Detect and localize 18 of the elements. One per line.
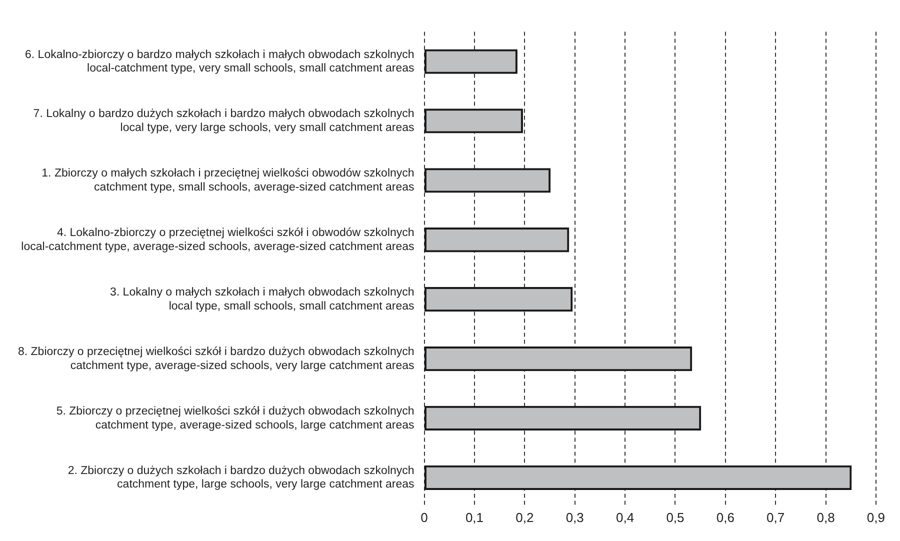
y-tick-label: 3. Lokalny o małych szkołach i małych obwodach szkolnych local type, small schools, small catchment areas [110, 286, 415, 312]
x-tick-label: 0,5 [666, 510, 684, 525]
x-tick-label: 0,2 [516, 510, 534, 525]
y-tick-label: 5. Zbiorczy o przeciętnej wielkości szkół i dużych obwodach szkolnych catchment type, average-sized schools, large catchment areas [56, 405, 415, 432]
y-tick-label: 7. Lokalny o bardzo dużych szkołach i bardzo małych obwodach szkolnych local type, very large schools, very small catchment areas [33, 108, 415, 134]
x-tick-label: 0,4 [616, 510, 634, 525]
x-tick-label: 0,1 [465, 510, 484, 525]
y-tick-label: 2. Zbiorczy o dużych szkołach i bardzo dużych obwodach szkolnych catchment type, large schools, very large catchment areas [68, 464, 415, 491]
x-tick-label: 0,7 [766, 510, 785, 525]
x-tick-label: 0,6 [716, 510, 734, 525]
y-tick-label: 6. Lokalno-zbiorczy o bardzo małych szkołach i małych obwodach szkolnych local-catchment type, very small schools, small catchment areas [25, 48, 415, 75]
x-tick-label: 0,8 [816, 510, 835, 525]
y-tick-label: 4. Lokalno-zbiorczy o przeciętnej wielkości szkół i obwodów szkolnych local-catchment type, average-sized schools, average-sized catchment areas [21, 227, 415, 253]
x-tick-label: 0,9 [866, 510, 886, 525]
x-tick-label: 0,3 [566, 510, 584, 525]
y-tick-label: 1. Zbiorczy o małych szkołach i przeciętnej wielkości obwodów szkolnych catchment type, small schools, average-sized catchment areas [42, 168, 415, 194]
x-tick-label: 0 [420, 510, 428, 525]
y-tick-label: 8. Zbiorczy o przeciętnej wielkości szkół i bardzo dużych obwodach szkolnych catchment type, average-sized schools, very large catchment areas [18, 346, 415, 372]
